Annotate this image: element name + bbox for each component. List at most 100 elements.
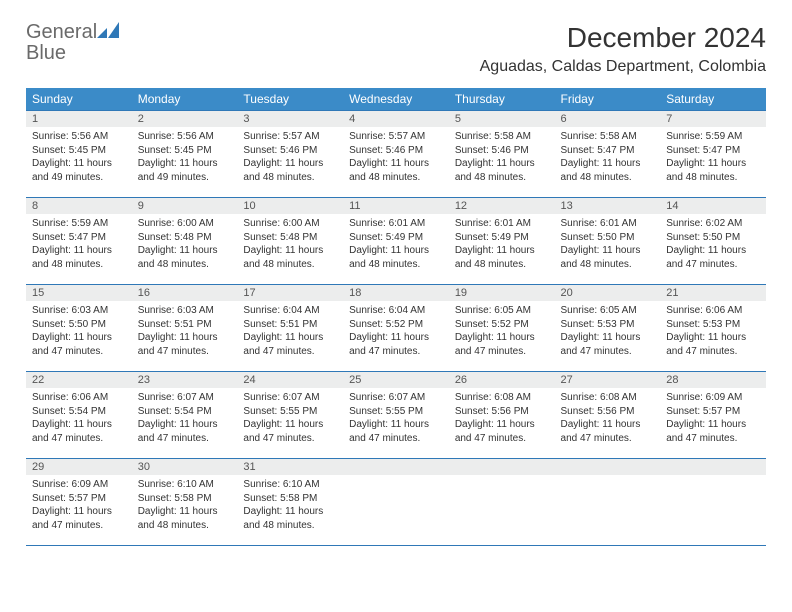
- sunrise-line: Sunrise: 6:08 AM: [561, 392, 637, 403]
- page-title: December 2024: [480, 22, 766, 54]
- sunrise-line: Sunrise: 6:07 AM: [138, 392, 214, 403]
- sunrise-line: Sunrise: 5:57 AM: [349, 131, 425, 142]
- calendar-day-cell: 20Sunrise: 6:05 AMSunset: 5:53 PMDayligh…: [555, 285, 661, 372]
- sunrise-line: Sunrise: 6:03 AM: [138, 305, 214, 316]
- daylight-line: Daylight: 11 hours and 48 minutes.: [349, 158, 429, 183]
- day-number: 30: [132, 459, 238, 475]
- daylight-line: Daylight: 11 hours and 47 minutes.: [138, 419, 218, 444]
- daylight-line: Daylight: 11 hours and 47 minutes.: [561, 332, 641, 357]
- calendar-day-cell: 11Sunrise: 6:01 AMSunset: 5:49 PMDayligh…: [343, 198, 449, 285]
- sunset-line: Sunset: 5:53 PM: [666, 319, 740, 330]
- calendar-day-cell: 5Sunrise: 5:58 AMSunset: 5:46 PMDaylight…: [449, 111, 555, 198]
- calendar-body: 1 Sunrise: 5:56 AM Sunset: 5:45 PM Daylight…: [26, 111, 766, 546]
- sunset-line: Sunset: 5:47 PM: [32, 232, 106, 243]
- day-info: Sunrise: 6:07 AMSunset: 5:55 PMDaylight:…: [343, 388, 449, 449]
- daylight-line: Daylight: 11 hours and 47 minutes.: [455, 419, 535, 444]
- weekday-header: Wednesday: [343, 88, 449, 111]
- daylight-line: Daylight: 11 hours and 47 minutes.: [32, 332, 112, 357]
- daylight-line: Daylight: 11 hours and 48 minutes.: [455, 158, 535, 183]
- day-number: 23: [132, 372, 238, 388]
- calendar-day-cell: 26Sunrise: 6:08 AMSunset: 5:56 PMDayligh…: [449, 372, 555, 459]
- calendar-day-cell: 22Sunrise: 6:06 AMSunset: 5:54 PMDayligh…: [26, 372, 132, 459]
- location-line: Aguadas, Caldas Department, Colombia: [480, 58, 766, 76]
- day-info: Sunrise: 6:08 AMSunset: 5:56 PMDaylight:…: [555, 388, 661, 449]
- calendar-day-cell: 19Sunrise: 6:05 AMSunset: 5:52 PMDayligh…: [449, 285, 555, 372]
- sunset-line: Sunset: 5:50 PM: [666, 232, 740, 243]
- sunset-line: Sunset: 5:47 PM: [561, 145, 635, 156]
- weekday-header: Tuesday: [237, 88, 343, 111]
- day-info: Sunrise: 6:06 AMSunset: 5:53 PMDaylight:…: [660, 301, 766, 362]
- calendar-day-cell: 15Sunrise: 6:03 AMSunset: 5:50 PMDayligh…: [26, 285, 132, 372]
- day-info: Sunrise: 6:01 AMSunset: 5:49 PMDaylight:…: [449, 214, 555, 275]
- sunrise-line: Sunrise: 6:05 AM: [561, 305, 637, 316]
- weekday-header: Saturday: [660, 88, 766, 111]
- sunrise-line: Sunrise: 5:56 AM: [138, 131, 214, 142]
- sunset-line: Sunset: 5:58 PM: [138, 493, 212, 504]
- sunset-line: Sunset: 5:52 PM: [349, 319, 423, 330]
- sunrise-line: Sunrise: 5:56 AM: [32, 131, 108, 142]
- calendar-day-cell: 7 Sunrise: 5:59 AM Sunset: 5:47 PM Daylight…: [660, 111, 766, 198]
- day-number: 7: [660, 111, 766, 127]
- day-info: Sunrise: 6:06 AMSunset: 5:54 PMDaylight:…: [26, 388, 132, 449]
- calendar-day-cell: ..: [660, 459, 766, 546]
- day-info: Sunrise: 5:57 AMSunset: 5:46 PMDaylight:…: [237, 127, 343, 188]
- day-number: 12: [449, 198, 555, 214]
- day-info: Sunrise: 6:03 AMSunset: 5:50 PMDaylight:…: [26, 301, 132, 362]
- sunset-line: Sunset: 5:56 PM: [561, 406, 635, 417]
- sunset-line: Sunset: 5:55 PM: [349, 406, 423, 417]
- day-info: Sunrise: 6:07 AMSunset: 5:55 PMDaylight:…: [237, 388, 343, 449]
- day-number: 25: [343, 372, 449, 388]
- sunset-line: Sunset: 5:55 PM: [243, 406, 317, 417]
- daylight-line: Daylight: 11 hours and 48 minutes.: [138, 506, 218, 531]
- day-info: Sunrise: 5:58 AMSunset: 5:46 PMDaylight:…: [449, 127, 555, 188]
- sunrise-line: Sunrise: 5:59 AM: [666, 131, 742, 142]
- sunrise-line: Sunrise: 6:01 AM: [561, 218, 637, 229]
- sunset-line: Sunset: 5:54 PM: [138, 406, 212, 417]
- daylight-line: Daylight: 11 hours and 48 minutes.: [455, 245, 535, 270]
- day-number: 26: [449, 372, 555, 388]
- day-info: Sunrise: 5:58 AMSunset: 5:47 PMDaylight:…: [555, 127, 661, 188]
- day-info: Sunrise: 6:05 AMSunset: 5:52 PMDaylight:…: [449, 301, 555, 362]
- daylight-line: Daylight: 11 hours and 48 minutes.: [666, 158, 746, 183]
- calendar-week-row: 29Sunrise: 6:09 AMSunset: 5:57 PMDayligh…: [26, 459, 766, 546]
- daylight-line: Daylight: 11 hours and 49 minutes.: [32, 158, 112, 183]
- calendar-table: SundayMondayTuesdayWednesdayThursdayFrid…: [26, 88, 766, 546]
- day-info: Sunrise: 6:04 AMSunset: 5:52 PMDaylight:…: [343, 301, 449, 362]
- daylight-line: Daylight: 11 hours and 48 minutes.: [243, 158, 323, 183]
- daylight-line: Daylight: 11 hours and 47 minutes.: [666, 332, 746, 357]
- sunset-line: Sunset: 5:47 PM: [666, 145, 740, 156]
- day-number: 24: [237, 372, 343, 388]
- sunrise-line: Sunrise: 6:02 AM: [666, 218, 742, 229]
- day-number: 29: [26, 459, 132, 475]
- calendar-week-row: 22Sunrise: 6:06 AMSunset: 5:54 PMDayligh…: [26, 372, 766, 459]
- day-number: 13: [555, 198, 661, 214]
- daylight-line: Daylight: 11 hours and 47 minutes.: [32, 506, 112, 531]
- calendar-day-cell: 6Sunrise: 5:58 AMSunset: 5:47 PMDaylight…: [555, 111, 661, 198]
- sunset-line: Sunset: 5:45 PM: [32, 145, 106, 156]
- day-number: 14: [660, 198, 766, 214]
- brand-part2: Blue: [26, 42, 66, 64]
- day-info: Sunrise: 6:08 AMSunset: 5:56 PMDaylight:…: [449, 388, 555, 449]
- weekday-header: Sunday: [26, 88, 132, 111]
- day-info: Sunrise: 6:07 AM Sunset: 5:54 PM Daylight:…: [132, 388, 238, 449]
- day-info: Sunrise: 6:10 AMSunset: 5:58 PMDaylight:…: [237, 475, 343, 536]
- title-block: December 2024 Aguadas, Caldas Department…: [480, 22, 766, 84]
- sunset-line: Sunset: 5:53 PM: [561, 319, 635, 330]
- calendar-day-cell: 8Sunrise: 5:59 AMSunset: 5:47 PMDaylight…: [26, 198, 132, 285]
- sunset-line: Sunset: 5:45 PM: [138, 145, 212, 156]
- calendar-day-cell: 14Sunrise: 6:02 AMSunset: 5:50 PMDayligh…: [660, 198, 766, 285]
- day-number: 1: [26, 111, 132, 127]
- sunrise-line: Sunrise: 6:04 AM: [243, 305, 319, 316]
- calendar-day-cell: 4Sunrise: 5:57 AMSunset: 5:46 PMDaylight…: [343, 111, 449, 198]
- sunrise-line: Sunrise: 6:04 AM: [349, 305, 425, 316]
- sunset-line: Sunset: 5:50 PM: [561, 232, 635, 243]
- day-number: 17: [237, 285, 343, 301]
- day-number: 10: [237, 198, 343, 214]
- day-number: 27: [555, 372, 661, 388]
- day-number: 8: [26, 198, 132, 214]
- day-info: Sunrise: 6:01 AMSunset: 5:49 PMDaylight:…: [343, 214, 449, 275]
- day-number: 28: [660, 372, 766, 388]
- day-number: 5: [449, 111, 555, 127]
- day-number: 22: [26, 372, 132, 388]
- sunrise-line: Sunrise: 6:07 AM: [243, 392, 319, 403]
